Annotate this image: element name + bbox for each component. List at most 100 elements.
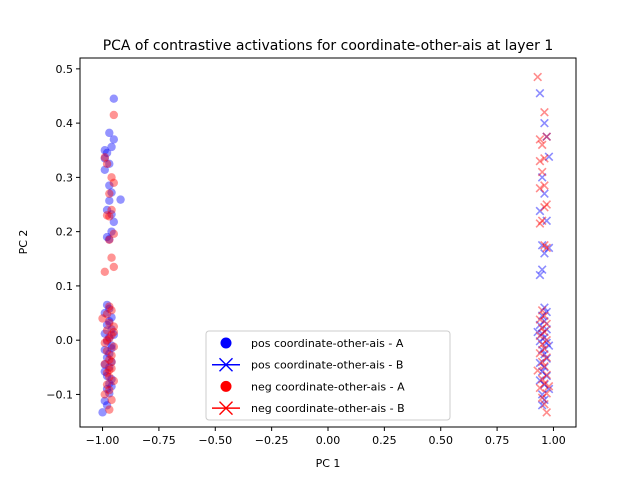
data-point [102, 326, 112, 335]
data-point [535, 375, 545, 385]
data-point [109, 327, 119, 337]
data-point [107, 351, 116, 360]
data-point [544, 384, 554, 394]
data-point [540, 395, 549, 405]
x-tick-label: −1.00 [86, 434, 120, 447]
data-point [542, 324, 552, 334]
series-3 [533, 72, 554, 417]
data-point [105, 355, 114, 364]
data-point [102, 401, 112, 410]
data-point [107, 227, 116, 236]
data-point [100, 153, 110, 162]
data-point [107, 375, 116, 384]
data-point [537, 167, 547, 177]
data-point [105, 349, 114, 358]
data-point [542, 132, 552, 142]
y-tick-label: 0.4 [56, 117, 74, 130]
data-point [537, 340, 547, 349]
data-point [537, 265, 547, 274]
x-axis-ticks: −1.00 −0.75 −0.50 −0.25 0.00 0.25 0.50 0.75 1.00 [86, 427, 566, 447]
data-point [537, 323, 547, 333]
data-point [535, 383, 545, 393]
x-tick-label: 1.00 [541, 434, 566, 447]
data-point [107, 313, 116, 322]
data-point [533, 72, 543, 82]
data-point [105, 333, 114, 342]
data-point [535, 320, 545, 330]
y-tick-label: 0.0 [56, 334, 74, 347]
data-point [109, 135, 119, 144]
data-point [542, 407, 552, 417]
data-point [98, 314, 107, 323]
data-point [540, 303, 549, 312]
data-point [544, 243, 554, 253]
data-point [105, 363, 114, 372]
data-point [540, 189, 549, 199]
data-point [540, 311, 549, 321]
data-point [537, 357, 547, 367]
data-point [540, 362, 549, 372]
x-axis-label: PC 1 [316, 457, 341, 470]
data-point [105, 385, 114, 395]
data-point [537, 374, 547, 384]
legend-marker [220, 337, 232, 349]
data-point [107, 210, 116, 219]
data-point [109, 94, 119, 103]
data-point [540, 379, 549, 388]
data-point [542, 243, 552, 253]
data-point [544, 152, 554, 162]
data-point [540, 107, 549, 117]
x-tick-label: 0.50 [428, 434, 453, 447]
data-point [537, 216, 547, 226]
data-point [109, 178, 119, 188]
data-point [105, 316, 114, 326]
data-point [542, 335, 552, 345]
data-point [535, 358, 545, 368]
data-point [105, 181, 114, 190]
data-point [540, 361, 549, 371]
data-point [100, 146, 110, 155]
data-point [540, 181, 549, 190]
data-point [100, 367, 110, 376]
data-point [540, 333, 549, 342]
legend-marker [220, 380, 232, 392]
y-tick-label: 0.2 [56, 226, 74, 239]
data-point [105, 304, 114, 313]
data-point [535, 206, 545, 216]
legend-label: pos coordinate-other-ais - B [251, 359, 403, 372]
data-point [535, 270, 545, 280]
data-point [105, 334, 114, 343]
legend-marker [219, 401, 233, 416]
data-point [109, 376, 119, 386]
series-0 [98, 94, 125, 417]
data-point [100, 154, 110, 163]
data-point [105, 365, 114, 375]
data-point [540, 327, 549, 337]
data-point [542, 388, 552, 398]
y-tick-label: 0.5 [56, 63, 74, 76]
x-tick-label: −0.50 [198, 434, 232, 447]
data-point [100, 360, 110, 369]
data-point [540, 399, 549, 409]
data-point [105, 372, 114, 382]
data-point [540, 202, 549, 212]
data-point [535, 135, 545, 144]
data-point [537, 367, 547, 377]
x-tick-label: −0.25 [255, 434, 289, 447]
data-point [537, 393, 547, 403]
data-point [107, 205, 116, 215]
data-point [542, 338, 552, 348]
data-point [107, 142, 116, 152]
legend: pos coordinate-other-ais - A pos coordina… [205, 330, 451, 421]
data-point [542, 370, 552, 380]
data-point [100, 359, 110, 369]
legend-label: pos coordinate-other-ais - A [251, 337, 404, 350]
data-point [533, 366, 543, 375]
data-point [102, 368, 112, 377]
data-point [100, 338, 110, 348]
data-point [540, 380, 549, 390]
data-point [102, 380, 112, 389]
data-point [535, 331, 545, 341]
data-point [102, 335, 112, 345]
data-point [537, 329, 547, 339]
